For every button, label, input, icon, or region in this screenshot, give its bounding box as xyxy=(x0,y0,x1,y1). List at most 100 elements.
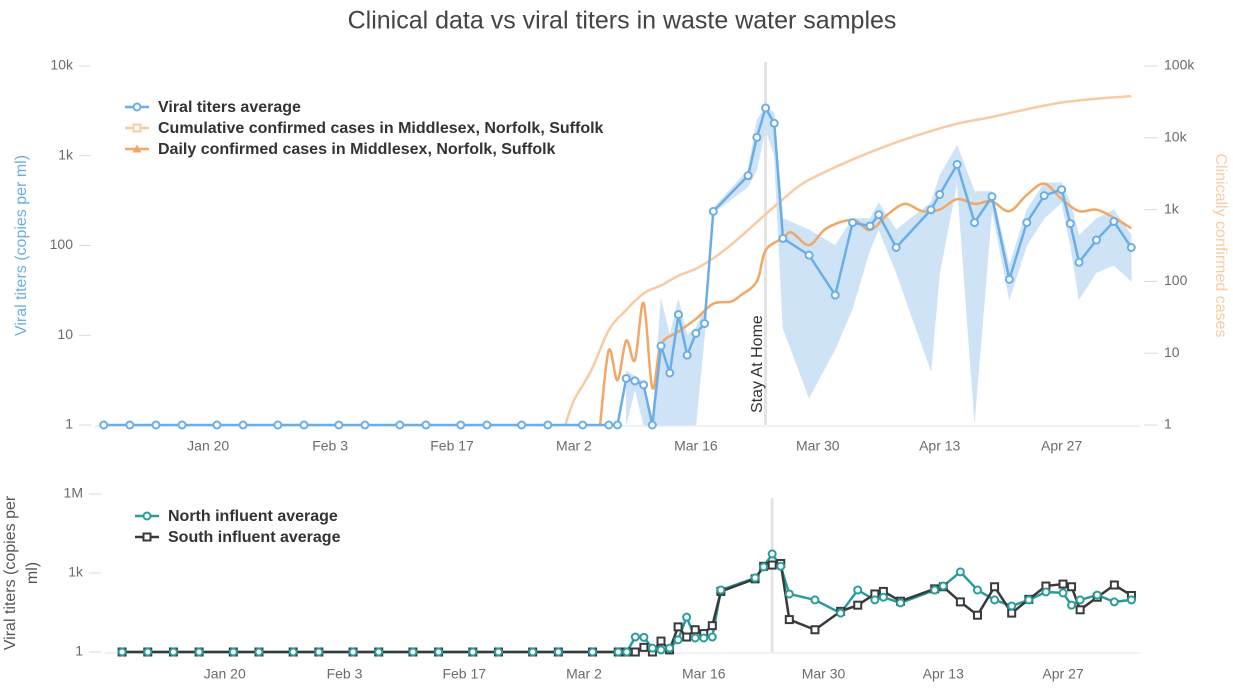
marker xyxy=(543,420,553,430)
x-tick-label: Apr 13 xyxy=(923,666,964,682)
range-band xyxy=(852,218,871,309)
marker xyxy=(784,589,794,599)
marker xyxy=(955,597,965,607)
marker xyxy=(360,420,370,430)
marker xyxy=(348,647,358,657)
legend-marker xyxy=(132,144,142,153)
y2-tick-label: 100 xyxy=(1164,272,1188,288)
y-tick-label: 1k xyxy=(68,564,84,580)
marker xyxy=(639,642,649,652)
marker xyxy=(1126,595,1136,605)
marker xyxy=(1022,218,1032,228)
marker xyxy=(865,221,875,231)
y-tick-label: 10k xyxy=(50,57,74,73)
marker xyxy=(707,621,717,631)
marker xyxy=(468,647,478,657)
marker xyxy=(853,600,863,610)
legend-label: North influent average xyxy=(168,508,338,525)
legend-label: Cumulative confirmed cases in Middlesex,… xyxy=(158,120,604,137)
marker xyxy=(874,210,884,220)
marker xyxy=(972,585,982,595)
y-axis-label: Viral titers (copies per ml) xyxy=(2,495,41,650)
marker xyxy=(938,581,948,591)
marker xyxy=(1041,587,1051,597)
marker xyxy=(254,647,264,657)
marker xyxy=(750,573,760,583)
marker xyxy=(456,420,466,430)
marker xyxy=(604,420,614,430)
marker xyxy=(99,420,109,430)
marker xyxy=(1007,608,1017,618)
marker xyxy=(955,567,965,577)
marker xyxy=(691,328,701,338)
marker xyxy=(1109,580,1119,590)
marker xyxy=(212,420,222,430)
marker xyxy=(830,290,840,300)
y-axis-label: Viral titers (copies per ml) xyxy=(13,155,30,336)
y2-tick-label: 1k xyxy=(1164,200,1180,216)
legend-label: South influent average xyxy=(168,529,341,546)
chart-title: Clinical data vs viral titers in waste w… xyxy=(348,7,897,35)
series-line xyxy=(598,182,1132,426)
marker xyxy=(1075,595,1085,605)
marker xyxy=(273,420,283,430)
marker xyxy=(647,420,657,430)
marker xyxy=(482,420,492,430)
x-tick-label: Mar 2 xyxy=(556,438,592,454)
marker xyxy=(784,615,794,625)
marker xyxy=(682,350,692,360)
marker xyxy=(759,562,769,572)
marker xyxy=(990,582,1000,592)
x-tick-label: Feb 3 xyxy=(312,438,348,454)
legend-marker xyxy=(142,532,152,542)
marker xyxy=(690,625,700,635)
x-tick-label: Mar 16 xyxy=(674,438,718,454)
series-line xyxy=(564,94,1132,426)
y-tick-label: 1M xyxy=(64,485,83,501)
marker xyxy=(613,420,622,430)
marker xyxy=(421,420,431,430)
marker xyxy=(553,647,563,657)
marker xyxy=(408,647,418,657)
marker xyxy=(769,118,779,128)
marker xyxy=(125,420,135,430)
y2-tick-label: 1 xyxy=(1164,416,1172,432)
marker xyxy=(673,622,683,632)
y-tick-label: 1 xyxy=(65,416,73,432)
marker xyxy=(1004,274,1014,284)
marker xyxy=(288,647,298,657)
marker xyxy=(314,647,324,657)
marker xyxy=(836,608,846,618)
marker xyxy=(1067,582,1077,592)
marker xyxy=(682,632,692,642)
marker xyxy=(639,632,649,642)
y2-tick-label: 100k xyxy=(1164,57,1195,73)
marker xyxy=(194,647,204,657)
marker xyxy=(588,647,598,657)
marker xyxy=(752,132,762,142)
marker xyxy=(707,632,717,642)
marker xyxy=(743,171,753,181)
marker xyxy=(630,376,640,386)
marker xyxy=(700,319,710,329)
y-tick-label: 1k xyxy=(58,146,74,162)
marker xyxy=(151,420,161,430)
marker xyxy=(990,595,1000,605)
marker xyxy=(767,560,777,570)
marker xyxy=(690,633,700,643)
marker xyxy=(228,647,238,657)
marker xyxy=(1074,257,1084,267)
marker xyxy=(1109,597,1119,607)
range-band xyxy=(956,145,975,422)
marker xyxy=(810,595,820,605)
marker xyxy=(895,598,905,608)
marker xyxy=(395,420,405,430)
marker xyxy=(1039,191,1049,201)
marker xyxy=(143,647,153,657)
marker xyxy=(647,643,657,653)
marker xyxy=(952,159,962,169)
marker xyxy=(630,632,640,642)
marker xyxy=(622,647,632,657)
legend-marker xyxy=(142,511,152,521)
marker xyxy=(776,561,786,571)
